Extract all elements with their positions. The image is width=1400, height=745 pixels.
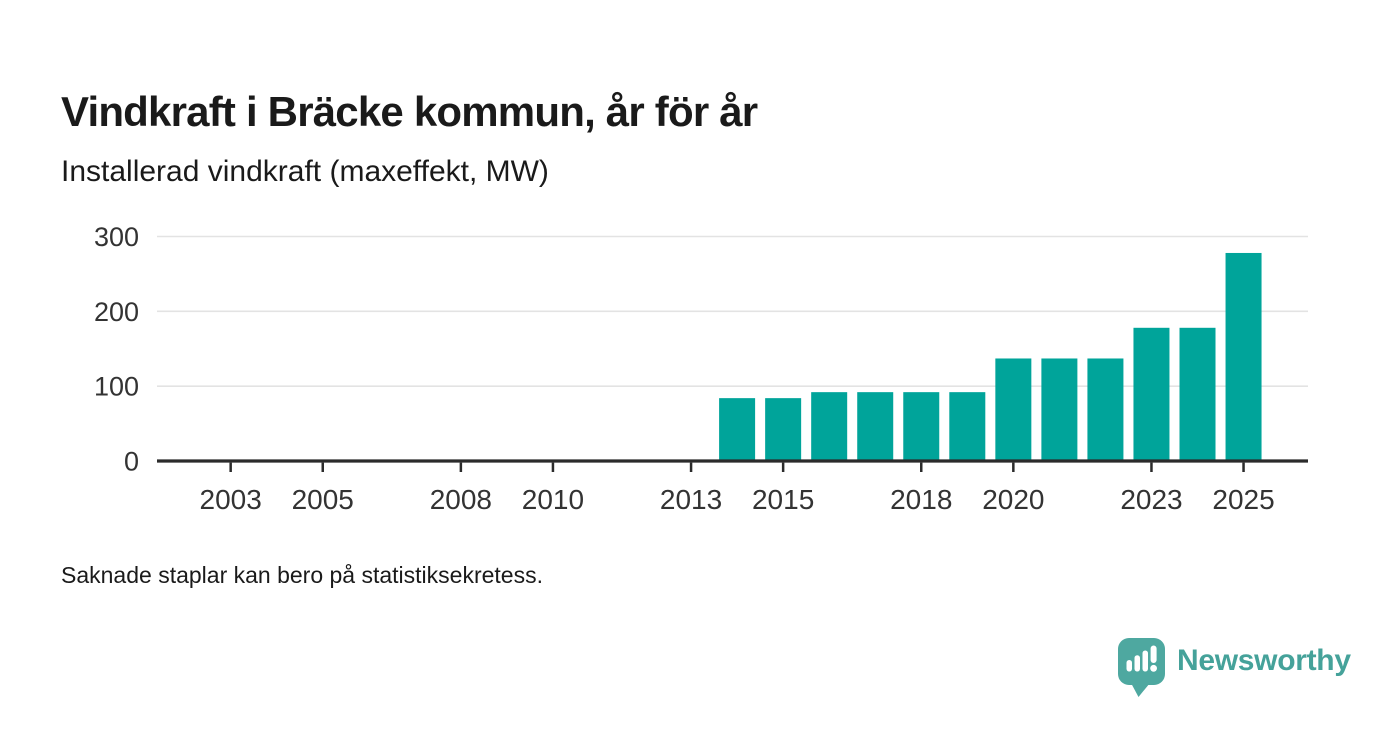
newsworthy-brand: Newsworthy [1117,637,1351,698]
bar-2025 [1225,252,1262,461]
bar-2022 [1087,358,1124,461]
bar-2014 [719,398,756,461]
bar-2021 [1041,358,1078,461]
bar-2020 [995,358,1032,461]
newsworthy-logo-icon [1118,638,1165,697]
x-tick-label-2005: 2005 [292,484,354,515]
y-tick-label-0: 0 [124,447,139,477]
bar-2018 [903,392,940,461]
chart-subtitle: Installerad vindkraft (maxeffekt, MW) [61,155,549,188]
chart-footnote: Saknade staplar kan bero på statistiksek… [61,562,543,588]
bar-2015 [765,398,802,461]
x-tick-label-2025: 2025 [1212,484,1274,515]
x-tick-label-2008: 2008 [430,484,492,515]
x-tick-label-2013: 2013 [660,484,722,515]
bar-2019 [949,392,986,461]
bar-2016 [811,392,848,461]
x-tick-label-2003: 2003 [200,484,262,515]
x-tick-label-2020: 2020 [982,484,1044,515]
y-tick-label-300: 300 [94,222,139,252]
y-tick-label-100: 100 [94,372,139,402]
y-tick-label-200: 200 [94,297,139,327]
x-tick-label-2015: 2015 [752,484,814,515]
y-axis-labels: 0 100 200 300 [94,222,139,477]
brand-name: Newsworthy [1177,644,1351,677]
bars [719,252,1262,461]
x-axis [157,459,1308,472]
x-tick-label-2023: 2023 [1120,484,1182,515]
bar-2023 [1133,327,1170,461]
chart-title: Vindkraft i Bräcke kommun, år för år [61,88,758,136]
x-tick-label-2018: 2018 [890,484,952,515]
x-axis-labels: 2003 2005 2008 2010 2013 2015 2018 2020 2023 2025 [200,484,1275,515]
bar-2024 [1179,327,1216,461]
x-tick-label-2010: 2010 [522,484,584,515]
bar-2017 [857,392,894,461]
